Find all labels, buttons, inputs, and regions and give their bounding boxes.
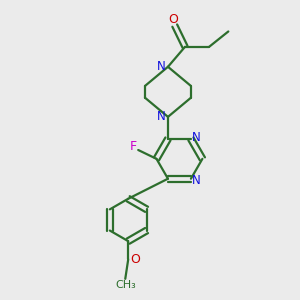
Text: O: O (168, 13, 178, 26)
Text: F: F (129, 140, 137, 153)
Text: N: N (157, 60, 166, 73)
Text: O: O (130, 253, 140, 266)
Text: CH₃: CH₃ (115, 280, 136, 290)
Text: N: N (192, 174, 201, 187)
Text: N: N (192, 131, 201, 144)
Text: N: N (157, 110, 166, 123)
